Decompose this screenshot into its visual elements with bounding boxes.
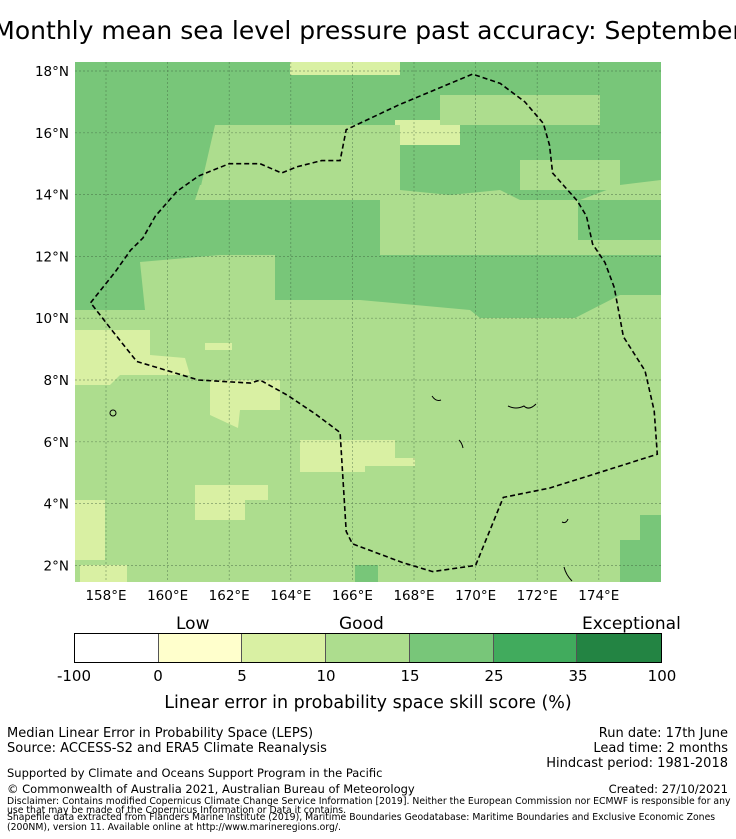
colorbar-tick: 5 <box>237 667 247 685</box>
method-text: Median Linear Error in Probability Space… <box>7 726 314 741</box>
latitude-labels: 18°N 16°N 14°N 12°N 10°N 8°N 6°N 4°N 2°N <box>35 64 69 574</box>
zone-north-light <box>270 62 460 160</box>
colorbar-label: Linear error in probability space skill … <box>164 693 572 713</box>
longitude-tick-label: 164°E <box>270 588 311 604</box>
colorbar-tick: 10 <box>316 667 336 685</box>
legend-category-good: Good <box>339 614 384 634</box>
longitude-tick-label: 170°E <box>455 588 496 604</box>
colorbar-tick: 25 <box>484 667 504 685</box>
shapefile-line-2: (200NM), version 11. Available online at… <box>7 822 341 833</box>
disclaimer-line-1: Disclaimer: Contains modified Copernicus… <box>7 796 731 807</box>
zone-west <box>75 200 380 310</box>
island-outline <box>561 518 573 582</box>
created-date: Created: 27/10/2021 <box>608 782 728 796</box>
longitude-tick-label: 158°E <box>85 588 126 604</box>
latitude-tick-label: 10°N <box>35 311 69 327</box>
longitude-tick-label: 162°E <box>209 588 250 604</box>
colorbar-segment <box>493 634 578 662</box>
island-outlines <box>109 395 573 582</box>
longitude-tick-label: 172°E <box>517 588 558 604</box>
colorbar-tick: -100 <box>56 667 92 685</box>
zone-north-light2 <box>200 95 620 190</box>
lead-time: Lead time: 2 months <box>593 741 728 756</box>
longitude-tick-label: 166°E <box>332 588 373 604</box>
longitude-tick-label: 168°E <box>393 588 434 604</box>
colorbar-segment <box>75 634 159 662</box>
legend-category-exceptional: Exceptional <box>582 614 681 634</box>
longitude-labels: 158°E 160°E 162°E 164°E 166°E 168°E 170°E 172°E… <box>85 588 619 604</box>
colorbar-segment <box>577 634 661 662</box>
latitude-tick-label: 8°N <box>44 373 69 389</box>
colorbar-tick: 15 <box>400 667 420 685</box>
latitude-tick-label: 4°N <box>44 497 69 513</box>
colorbar-segment <box>242 634 327 662</box>
zone-light-1 <box>75 330 190 385</box>
latitude-tick-label: 12°N <box>35 249 69 265</box>
legend-category-low: Low <box>176 614 210 634</box>
latitude-tick-label: 18°N <box>35 64 69 80</box>
colorbar <box>74 633 662 663</box>
latitude-tick-label: 2°N <box>44 558 69 574</box>
support-text: Supported by Climate and Oceans Support … <box>7 766 383 780</box>
latitude-tick-label: 6°N <box>44 435 69 451</box>
island-outline <box>109 409 117 417</box>
copyright-text: © Commonwealth of Australia 2021, Austra… <box>7 782 415 796</box>
eez-boundary <box>89 73 659 573</box>
zone-light-4 <box>75 485 268 582</box>
zone-light-2 <box>205 343 280 428</box>
colorbar-tick: 0 <box>153 667 163 685</box>
zone-south-east <box>355 515 661 582</box>
zone-light-3 <box>300 440 415 472</box>
disclaimer-line-2: use that may be made of the Copernicus I… <box>7 805 347 816</box>
shapefile-line-1: Shapefile data extracted from Flanders M… <box>7 812 716 823</box>
chart-title: Monthly mean sea level pressure past acc… <box>0 16 736 45</box>
latitude-tick-label: 14°N <box>35 188 69 204</box>
hindcast-period: Hindcast period: 1981-2018 <box>546 756 728 771</box>
colorbar-tick: 35 <box>568 667 588 685</box>
source-text: Source: ACCESS-S2 and ERA5 Climate Reana… <box>7 741 327 756</box>
longitude-tick-label: 160°E <box>147 588 188 604</box>
colorbar-segment <box>326 634 410 662</box>
latitude-tick-label: 16°N <box>35 126 69 142</box>
colorbar-segment <box>409 634 494 662</box>
grid-lines <box>75 62 661 582</box>
longitude-tick-label: 174°E <box>578 588 619 604</box>
colorbar-segment <box>158 634 243 662</box>
island-outline <box>431 395 464 449</box>
island-outline <box>507 403 537 409</box>
zone-center-light <box>380 238 410 255</box>
colorbar-tick: 100 <box>647 667 677 685</box>
zone-center <box>275 255 661 318</box>
map: 18°N 16°N 14°N 12°N 10°N 8°N 6°N 4°N 2°N 158°E 16… <box>35 62 661 604</box>
run-date: Run date: 17th June <box>598 726 728 741</box>
